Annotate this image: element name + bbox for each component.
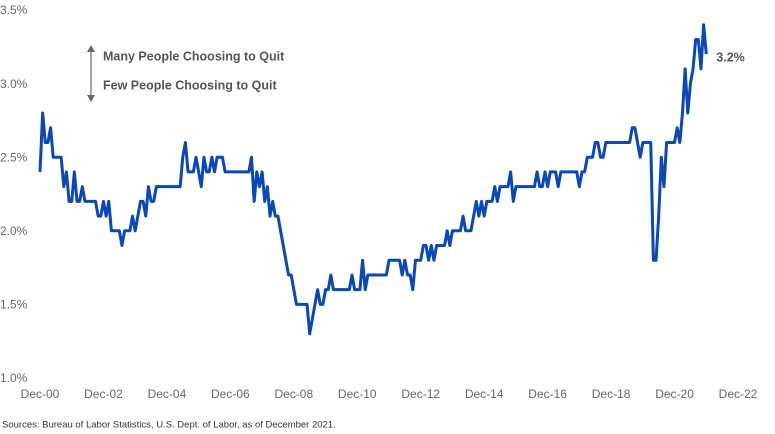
end-label: 3.2% <box>716 50 745 64</box>
x-tick-label: Dec-20 <box>655 387 694 401</box>
x-tick-label: Dec-16 <box>528 387 567 401</box>
data-line <box>38 23 708 336</box>
x-tick-label: Dec-02 <box>84 387 123 401</box>
arrow-heads <box>87 45 95 102</box>
x-tick-label: Dec-12 <box>401 387 440 401</box>
x-tick-label: Dec-00 <box>21 387 60 401</box>
annotation: Few People Choosing to Quit <box>103 78 277 92</box>
x-tick-label: Dec-06 <box>211 387 250 401</box>
x-tick-label: Dec-14 <box>465 387 504 401</box>
source: Sources: Bureau of Labor Statistics, U.S… <box>2 420 336 431</box>
y-tick-label: 3.5% <box>0 3 28 17</box>
y-tick-label: 1.0% <box>0 371 28 385</box>
x-tick-label: Dec-18 <box>592 387 631 401</box>
x-tick-label: Dec-10 <box>338 387 377 401</box>
y-tick-label: 3.0% <box>0 77 28 91</box>
y-tick-label: 1.5% <box>0 298 28 312</box>
x-tick-label: Dec-22 <box>719 387 758 401</box>
y-tick-label: 2.0% <box>0 224 28 238</box>
annotation: Many People Choosing to Quit <box>103 49 285 63</box>
x-tick-label: Dec-08 <box>274 387 313 401</box>
y-tick-label: 2.5% <box>0 150 28 164</box>
x-tick-label: Dec-04 <box>148 387 187 401</box>
